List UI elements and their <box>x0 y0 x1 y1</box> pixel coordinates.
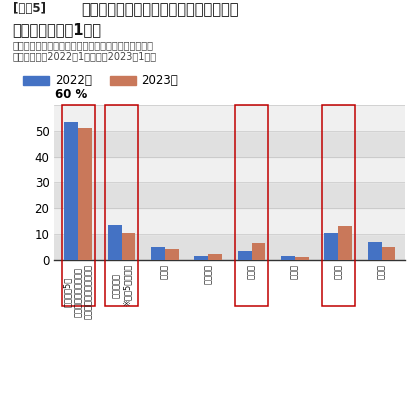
Text: 仙台市: 仙台市 <box>291 264 299 279</box>
Bar <box>62 105 94 306</box>
Bar <box>368 241 382 260</box>
Text: その他: その他 <box>377 264 386 279</box>
Bar <box>324 232 338 260</box>
Bar <box>235 105 268 306</box>
Bar <box>165 249 179 260</box>
Bar <box>122 232 135 260</box>
Text: 福岡市: 福岡市 <box>334 264 343 279</box>
Bar <box>295 257 309 260</box>
Bar <box>105 105 138 306</box>
Text: 東京都区部
※都心5区を除く: 東京都区部 ※都心5区を除く <box>112 264 131 306</box>
Bar <box>108 225 122 260</box>
Bar <box>382 247 395 260</box>
Text: 東京都心5区
（千代田区、中央区、
港区、渋谷区、新宿区）: 東京都心5区 （千代田区、中央区、 港区、渋谷区、新宿区） <box>63 264 93 319</box>
Text: 大阪市: 大阪市 <box>161 264 169 279</box>
Bar <box>54 182 405 208</box>
Bar <box>252 243 265 260</box>
Bar <box>54 208 405 234</box>
Legend: 2022年, 2023年: 2022年, 2023年 <box>18 70 183 92</box>
Text: 名古屋市: 名古屋市 <box>204 264 213 284</box>
Bar <box>238 250 252 260</box>
Bar <box>64 122 78 260</box>
Text: 札幌市: 札幌市 <box>247 264 256 279</box>
Bar <box>54 131 405 157</box>
Bar <box>208 255 222 260</box>
Bar <box>78 128 92 260</box>
Bar <box>151 247 165 260</box>
Bar <box>54 157 405 182</box>
Text: 60 %: 60 % <box>55 88 87 101</box>
Bar <box>54 234 405 260</box>
Text: 出所：ニッセイ基礎研究所「不動産市況アンケート」: 出所：ニッセイ基礎研究所「不動産市況アンケート」 <box>13 40 153 50</box>
Bar <box>54 105 405 131</box>
Text: （調査時点：2022年1月および2023年1月）: （調査時点：2022年1月および2023年1月） <box>13 51 157 61</box>
Bar <box>194 256 208 260</box>
Text: 今後、価格上昇や市場拡大が期待できる: 今後、価格上昇や市場拡大が期待できる <box>82 2 239 17</box>
Text: エリア（回答は1つ）: エリア（回答は1つ） <box>13 22 102 37</box>
Bar <box>281 256 295 260</box>
Bar <box>322 105 355 306</box>
Text: [図表5]: [図表5] <box>13 2 46 15</box>
Bar <box>338 226 352 260</box>
